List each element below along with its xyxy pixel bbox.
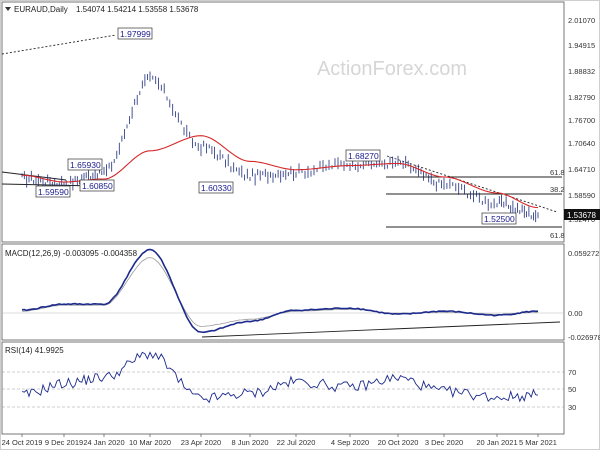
rsi-tick: 50 xyxy=(568,385,576,394)
price-tick: 1.94915 xyxy=(568,41,595,50)
price-tick: 1.70640 xyxy=(568,139,595,148)
macd-tick: 0.00 xyxy=(568,309,583,318)
price-tick: 1.76700 xyxy=(568,116,595,125)
annotation-label: 1.97999 xyxy=(120,29,151,39)
price-annotations: 1.97999 1.65930 1.59590 1.60850 1.60330 … xyxy=(35,27,565,240)
price-panel[interactable] xyxy=(1,1,565,243)
fib-label: 61.8 xyxy=(550,231,565,240)
x-tick-label: 22 Jul 2020 xyxy=(277,438,316,447)
price-tick: 2.01070 xyxy=(568,16,595,25)
dotted-trendline-top xyxy=(1,34,117,55)
x-tick-label: 4 Sep 2020 xyxy=(331,438,369,447)
falling-dotted-line xyxy=(386,155,558,213)
x-tick-label: 20 Oct 2020 xyxy=(378,438,419,447)
x-tick-label: 23 Apr 2020 xyxy=(181,438,221,447)
watermark: ActionForex.com xyxy=(317,58,467,80)
fib-label: 38.2 xyxy=(550,185,565,194)
macd-trendline xyxy=(201,321,561,338)
x-tick-label: 8 Jun 2020 xyxy=(231,438,268,447)
macd-title: MACD(12,26,9) -0.003095 -0.004358 xyxy=(5,249,138,258)
price-series xyxy=(21,71,539,223)
fib-label: 61.8 xyxy=(550,168,565,177)
price-tick: 1.58590 xyxy=(568,191,595,200)
annotation-label: 1.52500 xyxy=(484,214,515,224)
rsi-tick: 30 xyxy=(568,403,576,412)
rsi-tick: 70 xyxy=(568,368,576,377)
rsi-panel[interactable] xyxy=(1,341,565,435)
rsi-y-axis: 70 50 30 xyxy=(568,368,576,412)
chart-header: EURAUD,Daily 1.54074 1.54214 1.53558 1.5… xyxy=(5,5,199,14)
price-tick: 1.88832 xyxy=(568,67,595,76)
current-price-marker: 1.53678 xyxy=(564,209,600,220)
rsi-title: RSI(14) 41.9925 xyxy=(5,346,64,355)
rsi-levels xyxy=(2,371,564,408)
annotation-label: 1.60330 xyxy=(201,183,232,193)
macd-tick: 0.059272 xyxy=(568,249,599,258)
price-tick: 1.64710 xyxy=(568,165,595,174)
x-tick-label: 24 Oct 2019 xyxy=(2,438,43,447)
symbol-label: EURAUD,Daily xyxy=(14,5,68,14)
macd-panel[interactable] xyxy=(1,243,565,341)
annotation-label: 1.68270 xyxy=(348,151,379,161)
rsi-line xyxy=(21,351,539,404)
price-tick: 1.82790 xyxy=(568,93,595,102)
x-tick-label: 3 Dec 2020 xyxy=(425,438,463,447)
x-tick-label: 24 Jan 2020 xyxy=(83,438,124,447)
ohlc-values: 1.54074 1.54214 1.53558 1.53678 xyxy=(76,5,199,14)
x-tick-label: 9 Dec 2019 xyxy=(45,438,83,447)
annotation-label: 1.59590 xyxy=(38,187,69,197)
x-axis: 24 Oct 2019 9 Dec 2019 24 Jan 2020 10 Mar 2… xyxy=(2,434,557,447)
moving-average-line xyxy=(21,135,539,209)
current-price-label: 1.53678 xyxy=(567,211,596,220)
macd-tick: -0.026978 xyxy=(568,333,600,342)
x-tick-label: 20 Jan 2021 xyxy=(476,438,517,447)
annotation-label: 1.60850 xyxy=(82,181,113,191)
x-tick-label: 5 Mar 2021 xyxy=(519,438,557,447)
macd-line xyxy=(21,248,539,334)
macd-y-axis: 0.059272 0.00 -0.026978 xyxy=(568,249,600,342)
annotation-label: 1.65930 xyxy=(70,160,101,170)
channel-upper-line xyxy=(1,171,67,181)
x-tick-label: 10 Mar 2020 xyxy=(129,438,171,447)
dropdown-icon[interactable] xyxy=(5,7,11,11)
price-y-axis: 2.01070 1.94915 1.88832 1.82790 1.76700 … xyxy=(568,16,595,224)
